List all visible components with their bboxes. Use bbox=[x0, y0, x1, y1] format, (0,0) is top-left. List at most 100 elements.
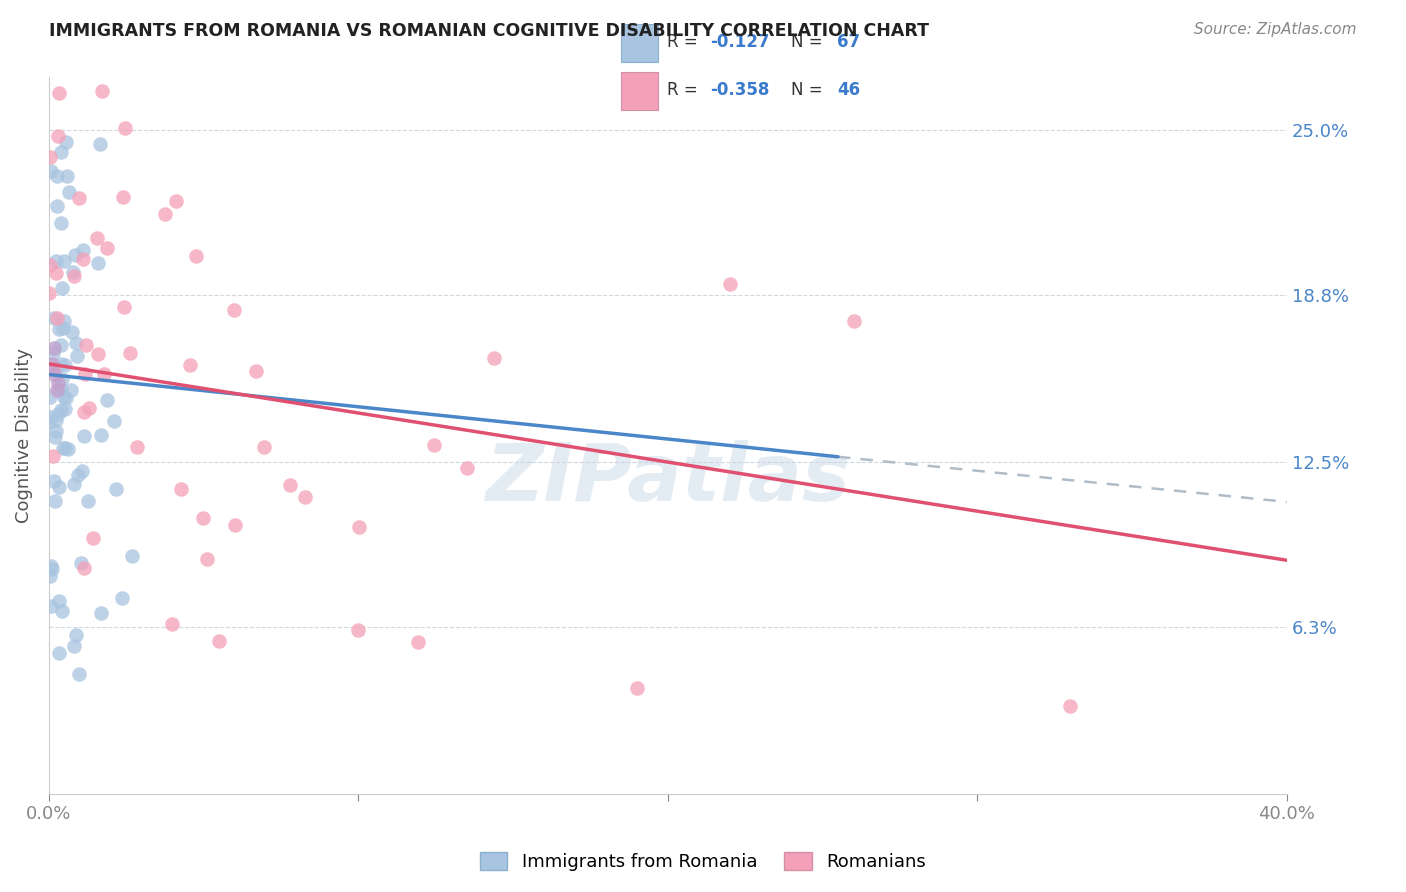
Point bbox=[77, 401, 100, 415]
Point bbox=[39, 559, 62, 574]
Point bbox=[626, 681, 648, 695]
Point bbox=[73, 429, 96, 443]
Text: 46: 46 bbox=[838, 81, 860, 99]
Point bbox=[45, 413, 67, 427]
Point bbox=[39, 599, 62, 614]
Point bbox=[110, 591, 132, 605]
Point bbox=[67, 468, 90, 483]
Point bbox=[75, 338, 97, 352]
Point bbox=[86, 347, 108, 361]
Point bbox=[39, 390, 62, 404]
Point bbox=[62, 476, 84, 491]
Point bbox=[51, 281, 73, 295]
Point bbox=[53, 359, 76, 373]
Point bbox=[184, 249, 207, 263]
Point bbox=[294, 490, 316, 504]
Point bbox=[72, 243, 94, 257]
Point bbox=[38, 285, 60, 300]
Point bbox=[46, 311, 69, 326]
Text: -0.358: -0.358 bbox=[710, 81, 770, 99]
Point bbox=[67, 667, 90, 681]
Point bbox=[93, 368, 115, 382]
FancyBboxPatch shape bbox=[621, 72, 658, 110]
Text: N =: N = bbox=[792, 81, 828, 99]
Point bbox=[347, 624, 370, 638]
Point bbox=[45, 266, 67, 280]
Text: R =: R = bbox=[668, 81, 703, 99]
Point bbox=[58, 185, 80, 199]
FancyBboxPatch shape bbox=[621, 24, 658, 62]
Point bbox=[48, 321, 70, 335]
Point bbox=[44, 430, 66, 444]
Point bbox=[41, 562, 63, 576]
Point bbox=[48, 593, 70, 607]
Point bbox=[208, 634, 231, 648]
Point bbox=[51, 604, 73, 618]
Point bbox=[65, 628, 87, 642]
Point bbox=[842, 314, 865, 328]
Point bbox=[51, 216, 73, 230]
Point bbox=[423, 438, 446, 452]
Point bbox=[45, 384, 67, 398]
Point bbox=[62, 265, 84, 279]
Point bbox=[66, 349, 89, 363]
Point bbox=[112, 190, 135, 204]
Point bbox=[118, 345, 141, 359]
Point bbox=[222, 303, 245, 318]
Point bbox=[49, 357, 72, 371]
Point bbox=[59, 383, 82, 397]
Point bbox=[484, 351, 506, 366]
Point bbox=[87, 256, 110, 270]
Point bbox=[406, 635, 429, 649]
Text: N =: N = bbox=[792, 33, 828, 51]
Point bbox=[53, 313, 76, 327]
Point bbox=[39, 410, 62, 425]
Point bbox=[60, 325, 83, 339]
Point bbox=[41, 357, 63, 371]
Point bbox=[165, 194, 187, 208]
Point bbox=[75, 367, 97, 381]
Point bbox=[90, 84, 112, 98]
Point bbox=[49, 145, 72, 160]
Point bbox=[63, 639, 86, 653]
Point bbox=[56, 169, 79, 184]
Point bbox=[51, 383, 73, 397]
Point bbox=[82, 531, 104, 545]
Point bbox=[73, 561, 96, 575]
Point bbox=[48, 646, 70, 660]
Y-axis label: Cognitive Disability: Cognitive Disability bbox=[15, 348, 32, 523]
Point bbox=[44, 368, 66, 382]
Point bbox=[46, 128, 69, 143]
Point bbox=[103, 414, 125, 428]
Point bbox=[278, 478, 301, 492]
Point bbox=[191, 511, 214, 525]
Text: R =: R = bbox=[668, 33, 703, 51]
Point bbox=[70, 464, 93, 478]
Point bbox=[89, 137, 111, 152]
Point bbox=[96, 241, 118, 255]
Point bbox=[155, 207, 177, 221]
Point bbox=[42, 449, 65, 463]
Text: -0.127: -0.127 bbox=[710, 33, 770, 51]
Point bbox=[53, 402, 76, 417]
Point bbox=[65, 336, 87, 351]
Point bbox=[45, 253, 67, 268]
Point bbox=[49, 338, 72, 352]
Text: Source: ZipAtlas.com: Source: ZipAtlas.com bbox=[1194, 22, 1357, 37]
Point bbox=[90, 427, 112, 442]
Point bbox=[121, 549, 143, 563]
Point bbox=[90, 606, 112, 620]
Point bbox=[179, 358, 201, 372]
Point bbox=[349, 519, 371, 533]
Point bbox=[52, 321, 75, 335]
Legend: Immigrants from Romania, Romanians: Immigrants from Romania, Romanians bbox=[472, 846, 934, 879]
Point bbox=[63, 248, 86, 262]
Point bbox=[72, 252, 94, 266]
Point bbox=[51, 372, 73, 386]
Point bbox=[38, 569, 60, 583]
Point bbox=[44, 310, 66, 325]
Point bbox=[105, 482, 128, 496]
Point bbox=[42, 475, 65, 489]
Point bbox=[1059, 699, 1081, 714]
Point bbox=[46, 376, 69, 390]
